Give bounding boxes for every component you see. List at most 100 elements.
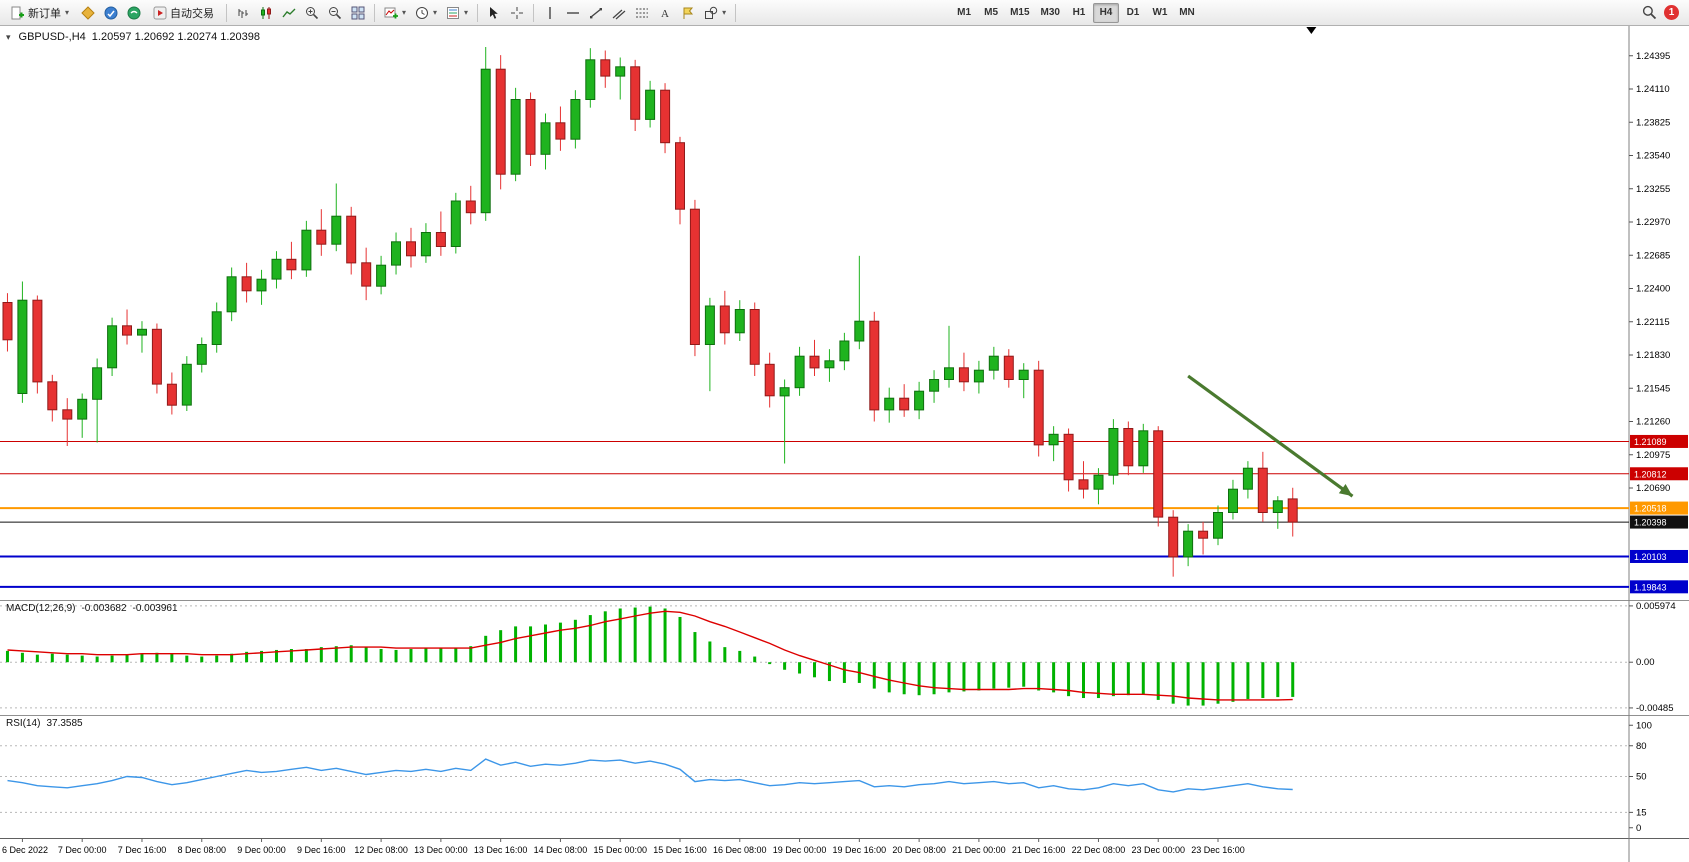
cursor-button[interactable] [483, 2, 505, 24]
text-button[interactable]: A [654, 2, 676, 24]
rsi-indicator-label: RSI(14) 37.3585 [6, 718, 83, 729]
trendline-icon [590, 7, 603, 18]
svg-text:15: 15 [1636, 807, 1647, 818]
candlestick-chart-icon [261, 6, 272, 19]
svg-text:0.005974: 0.005974 [1636, 601, 1676, 612]
svg-text:1.24110: 1.24110 [1636, 84, 1670, 95]
main-chart-panel[interactable]: 1.24395 1.24110 1.23825 1.23540 1.23255 1.229… [0, 26, 1689, 600]
svg-text:23 Dec 00:00: 23 Dec 00:00 [1131, 845, 1185, 855]
label-button[interactable] [677, 2, 699, 24]
svg-text:1.21830: 1.21830 [1636, 350, 1670, 361]
macd-signal-value: -0.003961 [132, 603, 178, 614]
svg-text:19 Dec 16:00: 19 Dec 16:00 [833, 845, 887, 855]
svg-text:1.22400: 1.22400 [1636, 284, 1670, 295]
macd-main-value: -0.003682 [81, 603, 127, 614]
shapes-button[interactable]: ▾ [700, 2, 730, 24]
toolbar-separator [477, 3, 479, 22]
svg-text:1.23255: 1.23255 [1636, 184, 1670, 195]
toolbar-separator [374, 3, 376, 22]
svg-text:1.20690: 1.20690 [1636, 483, 1670, 494]
vertical-line-icon [549, 6, 551, 19]
periods-button[interactable]: ▾ [411, 2, 441, 24]
svg-text:21 Dec 16:00: 21 Dec 16:00 [1012, 845, 1066, 855]
periods-icon [416, 6, 429, 19]
shapes-icon [705, 6, 718, 19]
tile-windows-button[interactable] [347, 2, 369, 24]
svg-text:1.23540: 1.23540 [1636, 151, 1670, 162]
svg-text:1.20812: 1.20812 [1634, 469, 1667, 479]
svg-text:-0.00485: -0.00485 [1636, 703, 1674, 714]
market-depth-button[interactable] [100, 2, 122, 24]
timeframe-m5-button[interactable]: M5 [978, 3, 1004, 23]
timeframe-m1-button[interactable]: M1 [951, 3, 977, 23]
timeframe-m30-button[interactable]: M30 [1036, 3, 1065, 23]
chevron-down-icon: ▾ [402, 7, 407, 17]
chevron-down-icon: ▾ [65, 7, 70, 17]
timeframe-w1-button[interactable]: W1 [1147, 3, 1173, 23]
new-order-icon [11, 6, 24, 19]
vertical-line-button[interactable] [539, 2, 561, 24]
trendline-button[interactable] [585, 2, 607, 24]
timeframe-m15-button[interactable]: M15 [1005, 3, 1034, 23]
svg-text:20 Dec 08:00: 20 Dec 08:00 [892, 845, 946, 855]
svg-text:7 Dec 00:00: 7 Dec 00:00 [58, 845, 107, 855]
search-button[interactable] [1638, 2, 1661, 24]
svg-text:1.22685: 1.22685 [1636, 250, 1670, 261]
svg-text:1.20975: 1.20975 [1636, 450, 1670, 461]
zoom-out-button[interactable] [324, 2, 346, 24]
autotrading-icon [153, 6, 167, 19]
svg-text:0.00: 0.00 [1636, 657, 1655, 668]
svg-text:13 Dec 16:00: 13 Dec 16:00 [474, 845, 528, 855]
autotrading-button[interactable]: 自动交易 [146, 2, 221, 24]
timeframe-h4-button[interactable]: H4 [1092, 2, 1119, 23]
tile-windows-icon [351, 6, 365, 19]
svg-text:1.19843: 1.19843 [1634, 582, 1667, 592]
svg-text:14 Dec 08:00: 14 Dec 08:00 [534, 845, 588, 855]
macd-panel[interactable]: 0.005974 0.00 -0.00485 [0, 600, 1689, 715]
svg-text:1.23825: 1.23825 [1636, 117, 1670, 128]
crosshair-button[interactable] [506, 2, 528, 24]
svg-text:21 Dec 00:00: 21 Dec 00:00 [952, 845, 1006, 855]
timeframe-h1-button[interactable]: H1 [1066, 3, 1092, 23]
horizontal-line-button[interactable] [562, 2, 584, 24]
svg-text:15 Dec 16:00: 15 Dec 16:00 [653, 845, 707, 855]
svg-text:19 Dec 00:00: 19 Dec 00:00 [773, 845, 827, 855]
zoom-in-button[interactable] [301, 2, 323, 24]
zoom-in-icon [306, 6, 319, 19]
svg-text:1.22115: 1.22115 [1636, 317, 1670, 328]
time-axis[interactable]: 6 Dec 2022 7 Dec 00:00 7 Dec 16:00 8 Dec 08… [0, 838, 1689, 862]
symbol-label: GBPUSD-,H4 [18, 31, 86, 43]
notifications-button[interactable] [123, 2, 145, 24]
new-order-button[interactable]: 新订单 ▾ [4, 2, 76, 24]
rsi-panel[interactable]: 100 80 50 15 0 [0, 715, 1689, 838]
ohlc-values: 1.20597 1.20692 1.20274 1.20398 [91, 31, 260, 43]
add-indicator-icon [384, 7, 399, 18]
timeframe-d1-button[interactable]: D1 [1120, 3, 1146, 23]
notifications-icon [127, 6, 141, 19]
timeframe-mn-button[interactable]: MN [1174, 3, 1200, 23]
candlestick-chart-button[interactable] [255, 2, 277, 24]
svg-text:A: A [661, 8, 669, 20]
timeframe-group: M1 M5 M15 M30 H1 H4 D1 W1 MN [951, 2, 1200, 23]
rsi-name: RSI(14) [6, 718, 41, 729]
macd-indicator-label: MACD(12,26,9) -0.003682 -0.003961 [6, 603, 178, 614]
svg-text:1.21545: 1.21545 [1636, 383, 1670, 394]
svg-text:22 Dec 08:00: 22 Dec 08:00 [1072, 845, 1126, 855]
bar-chart-icon [238, 8, 249, 18]
svg-text:6 Dec 2022: 6 Dec 2022 [2, 845, 48, 855]
one-click-trading-collapse-icon[interactable]: ▾ [6, 31, 11, 42]
equidistant-channel-icon [612, 9, 626, 19]
bar-chart-button[interactable] [232, 2, 254, 24]
notification-badge[interactable]: 1 [1664, 5, 1679, 20]
add-indicator-button[interactable]: ▾ [380, 2, 410, 24]
chevron-down-icon: ▾ [722, 7, 727, 17]
svg-text:9 Dec 00:00: 9 Dec 00:00 [237, 845, 286, 855]
equidistant-channel-button[interactable] [608, 2, 630, 24]
autotrading-label: 自动交易 [170, 7, 215, 20]
profiles-button[interactable] [77, 2, 99, 24]
fibonacci-button[interactable] [631, 2, 653, 24]
templates-button[interactable]: ▾ [442, 2, 472, 24]
svg-text:1.20103: 1.20103 [1634, 552, 1667, 562]
line-chart-button[interactable] [278, 2, 300, 24]
chevron-down-icon: ▾ [433, 7, 438, 17]
